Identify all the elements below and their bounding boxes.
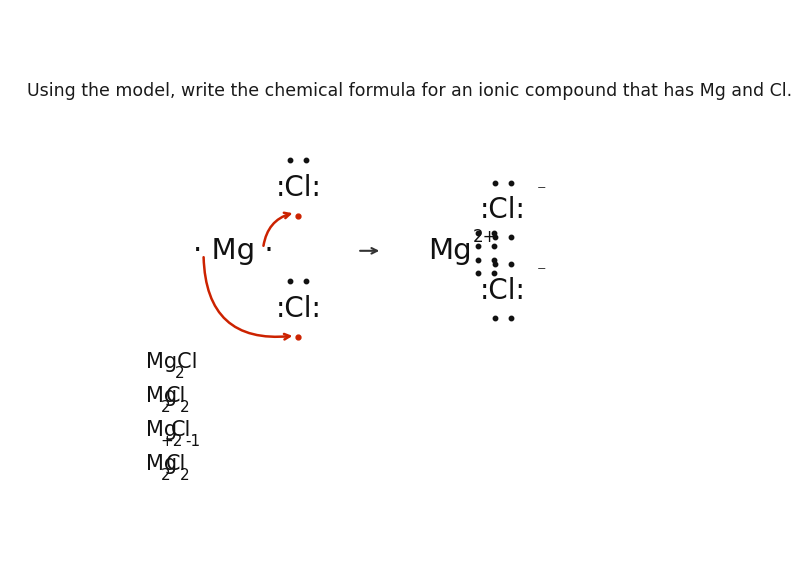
Text: Cl: Cl <box>166 386 186 406</box>
Text: :Cl:: :Cl: <box>275 173 322 202</box>
Text: :Cl:: :Cl: <box>480 196 526 224</box>
Text: Mg: Mg <box>429 237 472 265</box>
Text: -1: -1 <box>186 434 201 449</box>
Text: Mg: Mg <box>146 386 178 406</box>
Text: MgCl: MgCl <box>146 352 198 372</box>
Text: Cl: Cl <box>166 454 186 473</box>
Text: 2: 2 <box>161 468 170 483</box>
Text: :Cl:: :Cl: <box>480 277 526 305</box>
Text: 2: 2 <box>161 400 170 415</box>
Text: :Cl:: :Cl: <box>275 295 322 323</box>
Text: ⁻: ⁻ <box>537 264 546 282</box>
Text: Using the model, write the chemical formula for an ionic compound that has Mg an: Using the model, write the chemical form… <box>27 81 793 100</box>
Text: 2: 2 <box>175 366 185 381</box>
Text: 2+: 2+ <box>474 229 498 246</box>
Text: 2: 2 <box>180 468 190 483</box>
Text: Mg: Mg <box>146 454 178 473</box>
Text: Mg: Mg <box>146 420 178 440</box>
Text: 2: 2 <box>180 400 190 415</box>
Text: +2: +2 <box>161 434 183 449</box>
Text: · Mg ·: · Mg · <box>193 237 274 265</box>
Text: Cl: Cl <box>171 420 192 440</box>
Text: ⁻: ⁻ <box>537 183 546 201</box>
